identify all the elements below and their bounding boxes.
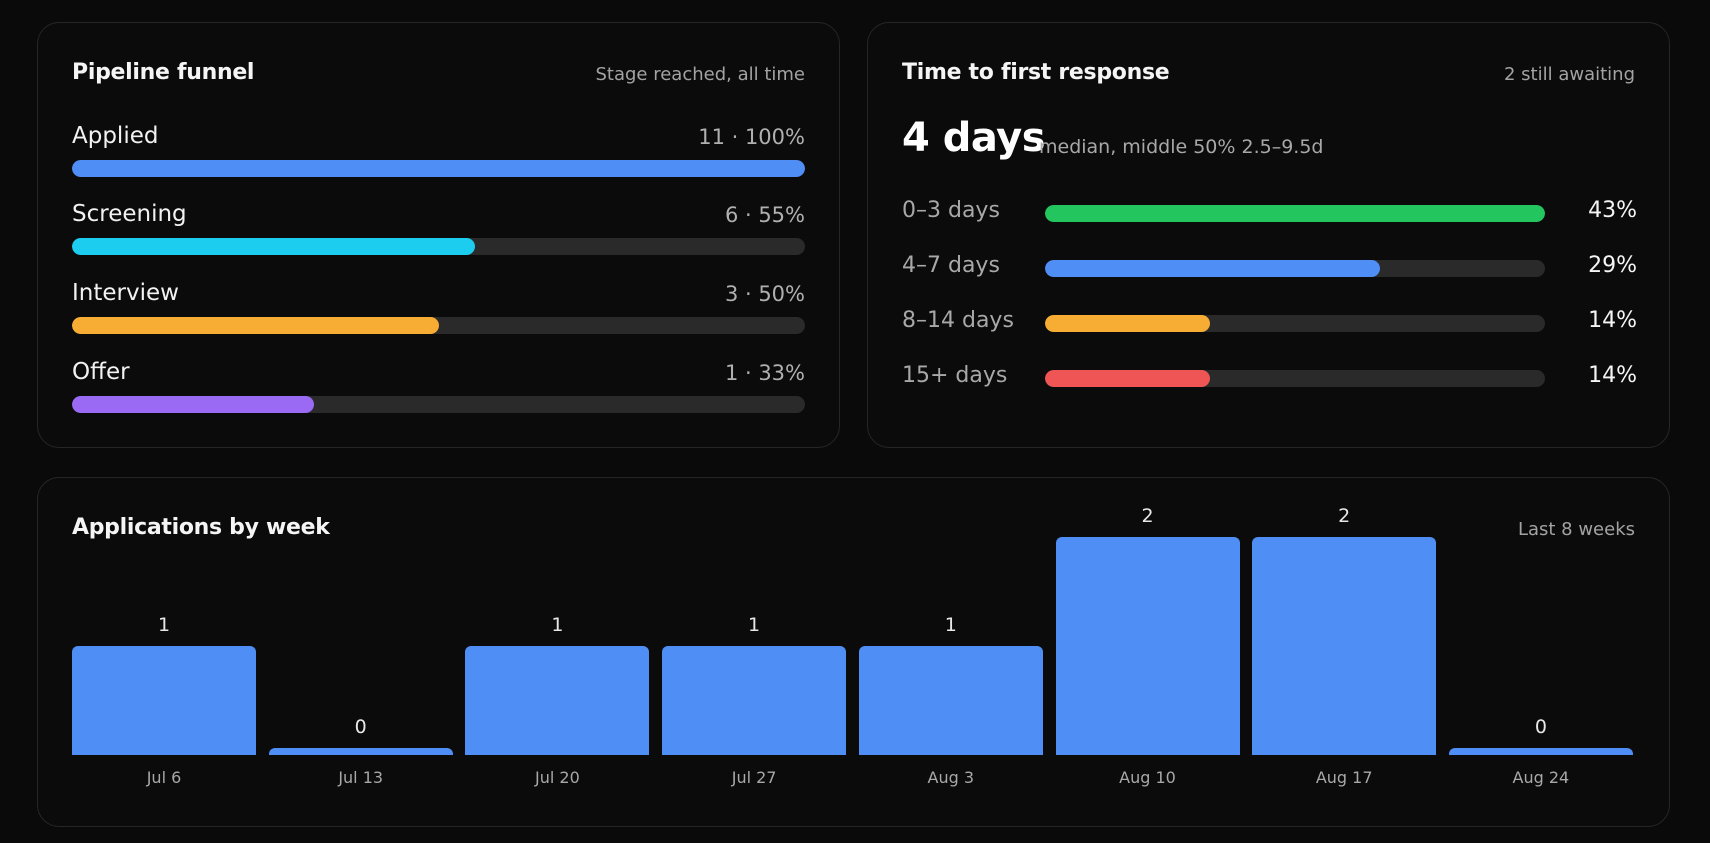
bar-category-label: Aug 3 — [927, 768, 975, 787]
card-subtitle: 2 still awaiting — [1503, 64, 1635, 85]
progress-fill — [72, 317, 439, 334]
week-bar — [1448, 748, 1633, 755]
week-bar — [858, 646, 1043, 755]
stage-label: Offer — [72, 359, 130, 385]
weekly-bar-chart: 1 Jul 6 0 Jul 13 1 Jul 20 1 Jul 27 1 Aug 3 2 Aug 10… — [72, 505, 1637, 798]
bar-value-label: 1 — [551, 614, 564, 636]
bar-value-label: 2 — [1338, 505, 1351, 527]
bucket-label: 15+ days — [902, 363, 1008, 388]
week-bar — [268, 748, 453, 755]
stage-label: Screening — [72, 201, 187, 227]
week-bar — [662, 646, 847, 755]
stage-value: 3 · 50% — [724, 282, 805, 306]
progress-fill — [1045, 205, 1545, 222]
bar-value-label: 1 — [157, 614, 171, 636]
progress-fill — [72, 396, 314, 413]
median-caption: median, middle 50% 2.5–9.5d — [1039, 136, 1324, 158]
progress-fill — [1045, 260, 1380, 277]
bucket-percent: 14% — [1588, 363, 1637, 388]
stage-label: Interview — [72, 280, 179, 306]
card-title: Applications by week — [72, 515, 330, 540]
bar-category-label: Jul 27 — [731, 768, 777, 787]
response-bucket-4-7: 4–7 days 29% — [902, 253, 1637, 283]
progress-track — [1045, 205, 1545, 222]
response-bucket-0-3: 0–3 days 43% — [902, 198, 1637, 228]
stage-value: 1 · 33% — [724, 361, 805, 385]
progress-track — [72, 317, 805, 334]
card-subtitle: Stage reached, all time — [595, 64, 805, 85]
card-subtitle: Last 8 weeks — [1517, 519, 1635, 540]
progress-track — [72, 396, 805, 413]
card-title: Time to first response — [902, 60, 1170, 85]
progress-fill — [72, 160, 805, 177]
median-value: 4 days — [902, 115, 1046, 161]
progress-track — [1045, 370, 1545, 387]
week-bar — [1252, 537, 1437, 755]
bar-value-label: 2 — [1141, 505, 1154, 527]
bucket-label: 0–3 days — [902, 198, 1000, 223]
response-bucket-8-14: 8–14 days 14% — [902, 308, 1637, 338]
bar-value-label: 1 — [944, 614, 957, 636]
card-title: Pipeline funnel — [72, 60, 255, 85]
bucket-label: 8–14 days — [902, 308, 1014, 333]
funnel-stage-screening: Screening 6 · 55% — [72, 201, 805, 261]
progress-fill — [1045, 370, 1210, 387]
progress-track — [72, 160, 805, 177]
funnel-stage-offer: Offer 1 · 33% — [72, 359, 805, 419]
bar-category-label: Jul 6 — [146, 768, 182, 787]
stage-value: 11 · 100% — [698, 125, 805, 149]
progress-fill — [72, 238, 476, 255]
funnel-stage-interview: Interview 3 · 50% — [72, 280, 805, 340]
bar-category-label: Aug 24 — [1512, 768, 1570, 787]
bucket-percent: 14% — [1588, 308, 1637, 333]
bar-category-label: Jul 20 — [535, 768, 580, 787]
bar-category-label: Jul 13 — [338, 768, 384, 787]
response-time-card: Time to first response 2 still awaiting … — [867, 22, 1670, 448]
bar-category-label: Aug 17 — [1315, 768, 1373, 787]
bucket-label: 4–7 days — [902, 253, 1000, 278]
bar-value-label: 0 — [354, 716, 367, 738]
bucket-percent: 29% — [1588, 253, 1637, 278]
stage-value: 6 · 55% — [724, 203, 805, 227]
pipeline-funnel-card: Pipeline funnel Stage reached, all time … — [37, 22, 840, 448]
week-bar — [72, 646, 256, 755]
stage-label: Applied — [72, 123, 159, 149]
bar-category-label: Aug 10 — [1119, 768, 1176, 787]
funnel-stage-applied: Applied 11 · 100% — [72, 123, 805, 183]
progress-track — [1045, 260, 1545, 277]
bar-value-label: 1 — [748, 614, 761, 636]
bucket-percent: 43% — [1588, 198, 1637, 223]
week-bar — [465, 646, 650, 755]
bar-value-label: 0 — [1534, 716, 1547, 738]
progress-fill — [1045, 315, 1210, 332]
week-bar — [1055, 537, 1240, 755]
response-bucket-15-plus: 15+ days 14% — [902, 363, 1637, 393]
progress-track — [72, 238, 805, 255]
applications-by-week-card: Applications by week Last 8 weeks 1 Jul 6… — [37, 477, 1670, 827]
progress-track — [1045, 315, 1545, 332]
